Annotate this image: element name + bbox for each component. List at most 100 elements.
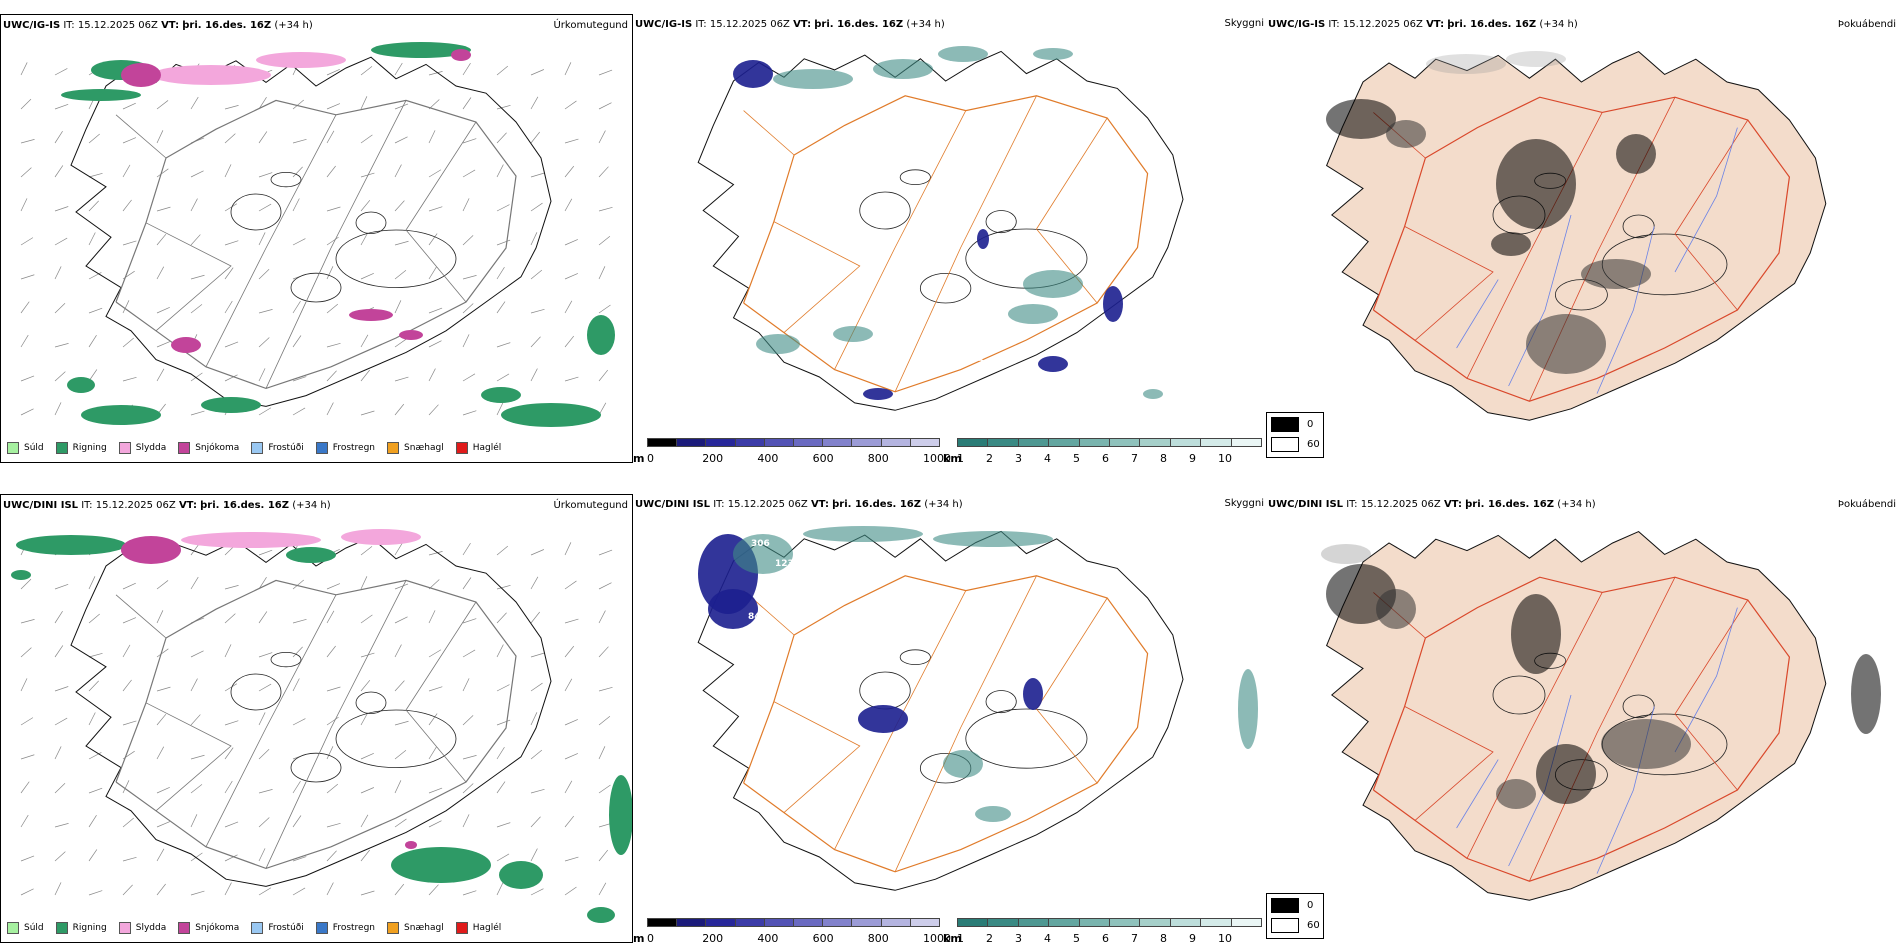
colorbar-segment (822, 918, 853, 927)
wind-barb (292, 198, 300, 212)
fog-area (1581, 259, 1651, 289)
wind-barb (292, 618, 307, 624)
fog-swatch-60 (1271, 437, 1299, 452)
wind-barb (190, 198, 198, 212)
wind-barb (224, 821, 239, 828)
wind-barb (530, 816, 541, 828)
wind-barb (20, 98, 32, 110)
wind-barb (122, 884, 133, 896)
fog-area (1536, 744, 1596, 804)
colorbar-segment (1169, 918, 1202, 927)
colorbar-segment (1048, 438, 1080, 447)
wind-barb (224, 683, 238, 692)
wind-barb (462, 373, 476, 382)
fog-area (1376, 589, 1416, 629)
wind-barb (190, 852, 203, 862)
wind-barb (462, 618, 477, 624)
wind-barb (20, 814, 29, 828)
river (1508, 214, 1572, 387)
colorbar-segment (1230, 438, 1262, 447)
wind-barb (258, 712, 266, 726)
road (205, 594, 337, 847)
legend-label: Frostúði (268, 443, 304, 453)
legend-swatch (118, 442, 131, 454)
wind-barb (54, 851, 66, 862)
wind-barb (360, 576, 368, 590)
wind-barb (428, 404, 439, 416)
legend-swatch (118, 922, 131, 934)
wind-barb (462, 814, 470, 828)
wind-barb (292, 376, 307, 382)
wind-barb (598, 549, 613, 556)
colorbar-tick: 4 (1044, 452, 1051, 463)
visibility-km-colorbar: km 1 2 3 4 5 6 7 8 9 10 (943, 918, 1262, 943)
wind-barb (20, 888, 34, 896)
wind-barb (88, 133, 100, 144)
wind-barb (360, 273, 374, 280)
visibility-label: Skyggni (1224, 498, 1264, 509)
wind-barb (496, 164, 504, 178)
wind-barb (122, 644, 131, 658)
wind-barb (190, 304, 203, 314)
wind-barb (258, 269, 270, 280)
wind-barb (88, 576, 96, 590)
visibility-area (1238, 669, 1258, 749)
wind-barb (530, 172, 545, 178)
precip-area (81, 405, 161, 425)
glacier-outline (335, 229, 457, 288)
wind-barb (224, 854, 238, 862)
wind-barb (258, 368, 266, 382)
colorbar-segment (734, 438, 765, 447)
colorbar-segment (1048, 918, 1080, 927)
wind-barb (564, 62, 572, 76)
precip-area (481, 387, 521, 403)
wind-barb (598, 69, 613, 76)
wind-barb (122, 240, 137, 246)
wind-barb (156, 306, 170, 314)
legend-item: Frostregn (315, 442, 375, 454)
wind-barb (20, 301, 30, 314)
wind-barb (530, 576, 539, 590)
wind-barb (20, 855, 35, 862)
wind-barb (156, 233, 167, 246)
iceland-coastline (697, 50, 1184, 411)
wind-barb (258, 407, 272, 416)
wind-barb (360, 96, 368, 110)
road (773, 221, 861, 333)
fog-index-label: Þokuábendi (1837, 499, 1896, 510)
wind-barb (224, 164, 232, 178)
colorbar-segment (676, 918, 707, 927)
legend-swatch (178, 442, 191, 454)
wind-barb (326, 370, 337, 382)
wind-barb (326, 303, 339, 314)
wind-barb (292, 407, 306, 416)
visibility-area (708, 589, 758, 629)
visibility-area (733, 534, 793, 574)
wind-barb (564, 138, 579, 144)
legend-label: Súld (24, 443, 44, 453)
colorbar-tick: 7 (1131, 932, 1138, 943)
wind-barb (326, 103, 341, 110)
precip-area (171, 337, 201, 353)
wind-barb (258, 577, 267, 590)
wind-barb (598, 610, 606, 624)
wind-barb (122, 137, 137, 144)
wind-barb (224, 780, 233, 794)
wind-barb (496, 65, 509, 76)
colorbar-segment (1109, 438, 1141, 447)
wind-barb (292, 718, 306, 726)
wind-barb (156, 341, 171, 348)
wind-barb (462, 303, 474, 314)
wind-barb (88, 613, 100, 624)
wind-barb (428, 169, 442, 178)
legend-item: Snæhagl (387, 442, 444, 454)
wind-barb (530, 336, 541, 348)
legend-swatch (455, 922, 468, 934)
wind-barb (428, 746, 437, 760)
glacier-outline (230, 193, 282, 231)
wind-barb (122, 164, 131, 178)
wind-barb (360, 712, 369, 726)
colorbar-segment (793, 438, 824, 447)
visibility-km-colorbar: km 1 2 3 4 5 6 7 8 9 10 (943, 438, 1262, 463)
wind-barb (20, 62, 28, 76)
